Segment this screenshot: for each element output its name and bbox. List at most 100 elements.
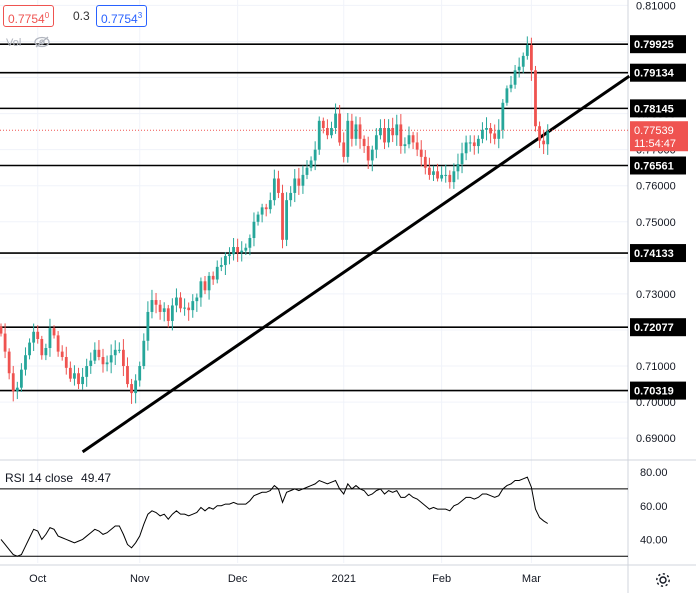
candle xyxy=(162,308,166,312)
candle xyxy=(248,238,252,248)
candle xyxy=(440,174,444,179)
candle xyxy=(358,124,362,139)
candle xyxy=(228,254,231,257)
candle xyxy=(187,307,191,311)
candle xyxy=(460,153,464,165)
candle xyxy=(109,355,113,363)
candle xyxy=(415,142,419,150)
candle xyxy=(521,55,525,67)
y-tick-label: 0.73000 xyxy=(636,289,676,301)
candle xyxy=(317,120,321,150)
gear-icon[interactable] xyxy=(654,571,672,589)
candle xyxy=(264,207,268,210)
candle xyxy=(423,156,427,168)
candle xyxy=(362,138,366,147)
candle xyxy=(366,146,370,161)
candle xyxy=(11,373,15,392)
candle xyxy=(281,192,284,240)
bid-price-box[interactable]: 0.77540 xyxy=(3,5,55,27)
candle xyxy=(472,142,476,147)
candle xyxy=(7,351,11,374)
current-price-label: 0.77539 xyxy=(634,125,674,137)
candle xyxy=(215,266,219,280)
level-label: 0.70319 xyxy=(634,386,674,398)
candle xyxy=(52,328,56,336)
level-label: 0.78145 xyxy=(634,103,674,115)
candle xyxy=(64,357,68,368)
candle xyxy=(481,129,484,139)
candle xyxy=(525,45,529,56)
candle xyxy=(342,142,346,157)
candle xyxy=(126,366,129,385)
candle xyxy=(199,281,203,298)
ask-price-box[interactable]: 0.77543 xyxy=(96,5,148,27)
candle xyxy=(428,167,431,175)
candle xyxy=(77,373,80,385)
candle xyxy=(305,167,309,175)
candle xyxy=(122,349,125,367)
candle xyxy=(383,128,386,143)
candle xyxy=(456,164,460,172)
level-label-bg xyxy=(630,99,686,118)
candle xyxy=(379,128,382,136)
candle xyxy=(60,351,64,358)
rsi-legend: RSI 14 close 49.47 xyxy=(5,471,111,485)
x-tick-label: Dec xyxy=(228,573,248,585)
candle xyxy=(142,340,146,367)
candle xyxy=(183,307,186,309)
volume-label: Vol xyxy=(6,37,22,49)
rsi-title: RSI 14 close xyxy=(5,471,74,485)
level-label-bg xyxy=(630,63,686,82)
candle xyxy=(89,360,93,367)
candle xyxy=(236,247,240,253)
candle xyxy=(175,297,178,306)
candle xyxy=(448,174,452,183)
candle xyxy=(191,301,195,311)
candle xyxy=(179,297,182,309)
candle xyxy=(219,265,223,267)
rsi-value: 49.47 xyxy=(81,471,112,485)
candle xyxy=(432,171,435,175)
candle xyxy=(468,142,472,144)
candle xyxy=(350,120,354,139)
candle xyxy=(289,192,293,201)
level-label: 0.72077 xyxy=(634,322,674,334)
candle xyxy=(546,131,550,145)
level-label-bg xyxy=(630,318,686,337)
level-label-bg xyxy=(630,381,686,400)
candle xyxy=(3,333,7,352)
candle xyxy=(354,124,358,139)
x-tick-label: Oct xyxy=(29,573,46,585)
candle xyxy=(146,311,150,341)
candle xyxy=(170,305,174,321)
candle xyxy=(309,160,313,168)
candle xyxy=(338,113,342,143)
candle xyxy=(391,128,395,136)
candles xyxy=(0,36,550,404)
candle xyxy=(370,149,374,161)
candle xyxy=(321,120,325,129)
candle xyxy=(117,349,121,351)
candle xyxy=(56,335,60,352)
eye-slash-icon[interactable] xyxy=(34,36,50,48)
candle xyxy=(464,142,468,154)
candle xyxy=(444,174,448,176)
candle xyxy=(517,66,521,71)
candle xyxy=(313,149,317,161)
candle xyxy=(542,140,546,145)
candle xyxy=(485,128,488,130)
level-label: 0.74133 xyxy=(634,248,674,260)
spread-value: 0.3 xyxy=(73,9,90,23)
candle xyxy=(530,45,533,71)
candle xyxy=(203,281,207,291)
candle xyxy=(419,149,423,157)
candle xyxy=(130,384,133,394)
y-tick-label: 0.70000 xyxy=(636,397,676,409)
candle xyxy=(387,128,390,143)
candle xyxy=(158,304,162,312)
candle xyxy=(101,357,105,365)
x-tick-label: Feb xyxy=(432,573,451,585)
candle xyxy=(399,124,403,147)
y-tick-label: 0.76000 xyxy=(636,181,676,193)
